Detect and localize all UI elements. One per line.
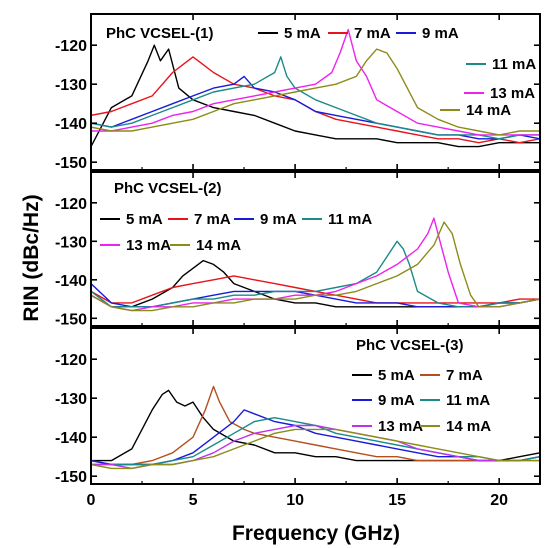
y-tick-label: -150 xyxy=(55,155,87,172)
x-tick-label: 15 xyxy=(388,492,406,509)
y-tick-label: -150 xyxy=(55,469,87,486)
legend-item: 5 mA xyxy=(258,25,321,42)
legend-item: 7 mA xyxy=(420,367,483,384)
legend-label: 7 mA xyxy=(194,211,231,228)
x-tick-label: 20 xyxy=(490,492,508,509)
panel-title: PhC VCSEL-(2) xyxy=(114,180,222,197)
legend-label: 13 mA xyxy=(126,237,171,254)
series-line-13-ma xyxy=(91,28,540,136)
legend-label: 5 mA xyxy=(378,367,415,384)
y-axis-label: RIN (dBc/Hz) xyxy=(20,194,43,321)
legend-item: 5 mA xyxy=(100,211,163,228)
series-line-7-ma xyxy=(91,385,540,466)
legend-label: 7 mA xyxy=(354,25,391,42)
legend-label: 5 mA xyxy=(284,25,321,42)
series-line-14-ma xyxy=(91,428,540,470)
y-tick-label: -140 xyxy=(55,116,87,133)
legend-label: 11 mA xyxy=(492,56,536,73)
y-tick-label: -130 xyxy=(55,391,87,408)
y-tick-label: -120 xyxy=(55,196,87,213)
legend-label: 13 mA xyxy=(490,85,535,102)
panel-1: -120 -130 -140 -150 PhC VCSEL-(1) 5 mA 7 mA 9 m… xyxy=(55,13,541,172)
series-line-5-ma xyxy=(91,259,540,308)
series-group xyxy=(91,217,540,312)
legend-item: 13 mA xyxy=(100,237,171,254)
legend-item: 14 mA xyxy=(170,237,241,254)
x-tick-label: 5 xyxy=(189,492,198,509)
y-tick-label: -130 xyxy=(55,234,87,251)
series-line-5-ma xyxy=(91,44,540,148)
legend-label: 11 mA xyxy=(446,392,490,409)
y-tick-label: -130 xyxy=(55,77,87,94)
x-tick-label: 0 xyxy=(87,492,96,509)
plot-frame xyxy=(90,13,541,171)
legend-item: 7 mA xyxy=(328,25,391,42)
y-tick-label: -150 xyxy=(55,311,87,328)
y-tick-label: -120 xyxy=(55,352,87,369)
legend-item: 9 mA xyxy=(352,392,415,409)
y-tick-label: -140 xyxy=(55,273,87,290)
panel-2: -120 -130 -140 -150 PhC VCSEL-(2) 5 mA 7 mA 9 m… xyxy=(55,171,541,328)
legend-item: 13 mA xyxy=(352,418,423,435)
legend-item: 5 mA xyxy=(352,367,415,384)
series-line-14-ma xyxy=(91,48,540,136)
legend-label: 5 mA xyxy=(126,211,163,228)
legend-label: 14 mA xyxy=(466,102,511,119)
legend-item: 11 mA xyxy=(466,56,536,73)
legend-item: 11 mA xyxy=(420,392,490,409)
legend-item: 14 mA xyxy=(440,102,511,119)
legend-label: 13 mA xyxy=(378,418,423,435)
panels: -120 -130 -140 -150 PhC VCSEL-(1) 5 mA 7 mA 9 m… xyxy=(55,13,541,509)
legend-label: 14 mA xyxy=(446,418,491,435)
legend-label: 14 mA xyxy=(196,237,241,254)
legend-item: 7 mA xyxy=(168,211,231,228)
legend-item: 9 mA xyxy=(396,25,459,42)
y-tick-label: -120 xyxy=(55,38,87,55)
panel-title: PhC VCSEL-(1) xyxy=(106,25,214,42)
plot-frame xyxy=(90,327,541,485)
legend-label: 11 mA xyxy=(328,211,372,228)
series-line-11-ma xyxy=(91,240,540,308)
series-group xyxy=(91,385,540,470)
legend-label: 9 mA xyxy=(378,392,415,409)
legend-item: 14 mA xyxy=(420,418,491,435)
series-group xyxy=(91,28,540,148)
series-line-14-ma xyxy=(91,221,540,312)
legend-label: 7 mA xyxy=(446,367,483,384)
plot-frame xyxy=(90,171,541,327)
panel-title: PhC VCSEL-(3) xyxy=(356,337,464,354)
x-tick-label: 10 xyxy=(286,492,304,509)
legend-item: 9 mA xyxy=(234,211,297,228)
series-line-13-ma xyxy=(91,217,540,312)
x-axis-label: Frequency (GHz) xyxy=(232,522,400,545)
y-tick-label: -140 xyxy=(55,430,87,447)
legend-label: 9 mA xyxy=(422,25,459,42)
legend-item: 13 mA xyxy=(464,85,535,102)
legend-label: 9 mA xyxy=(260,211,297,228)
legend-item: 11 mA xyxy=(302,211,372,228)
